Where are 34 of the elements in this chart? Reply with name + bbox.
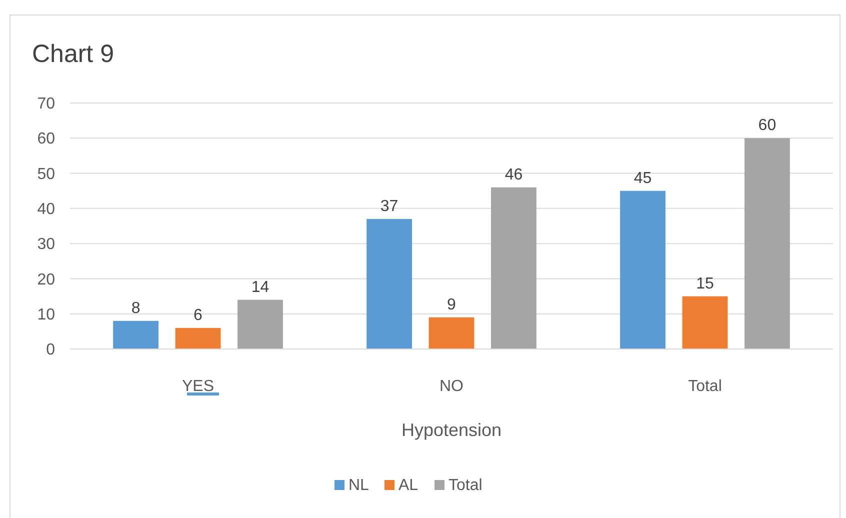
legend-label: Total (448, 477, 482, 494)
data-label: 6 (194, 306, 203, 324)
data-label: 60 (758, 117, 776, 134)
x-tick-label: NO (440, 378, 464, 395)
bar (113, 320, 159, 349)
data-label: 45 (634, 170, 652, 187)
bar (682, 296, 728, 349)
chart-title: Chart 9 (32, 40, 114, 68)
data-label: 15 (696, 275, 714, 292)
bar (238, 300, 283, 349)
data-label: 8 (131, 300, 140, 317)
y-tick-label: 40 (37, 201, 56, 218)
y-tick-label: 0 (46, 342, 56, 359)
data-label: 46 (504, 166, 523, 184)
legend-label: NL (348, 477, 370, 494)
x-tick-label: Total (688, 378, 722, 395)
y-tick-label: 50 (37, 166, 56, 183)
data-label: 9 (447, 296, 456, 314)
x-axis-title: Hypotension (401, 420, 502, 440)
bar (620, 190, 666, 349)
bar (428, 317, 474, 349)
y-tick-label: 70 (37, 96, 56, 113)
y-tick-label: 30 (37, 236, 56, 254)
data-label: 37 (380, 198, 398, 215)
y-tick-label: 60 (37, 130, 56, 148)
x-tick-label: YES (182, 378, 214, 395)
bar (744, 138, 790, 349)
y-tick-label: 20 (37, 271, 56, 288)
data-label: 14 (251, 278, 270, 296)
legend-label: AL (398, 477, 418, 494)
y-tick-label: 10 (37, 306, 56, 324)
bar (175, 328, 221, 349)
bar (366, 218, 412, 349)
bar (491, 187, 536, 349)
